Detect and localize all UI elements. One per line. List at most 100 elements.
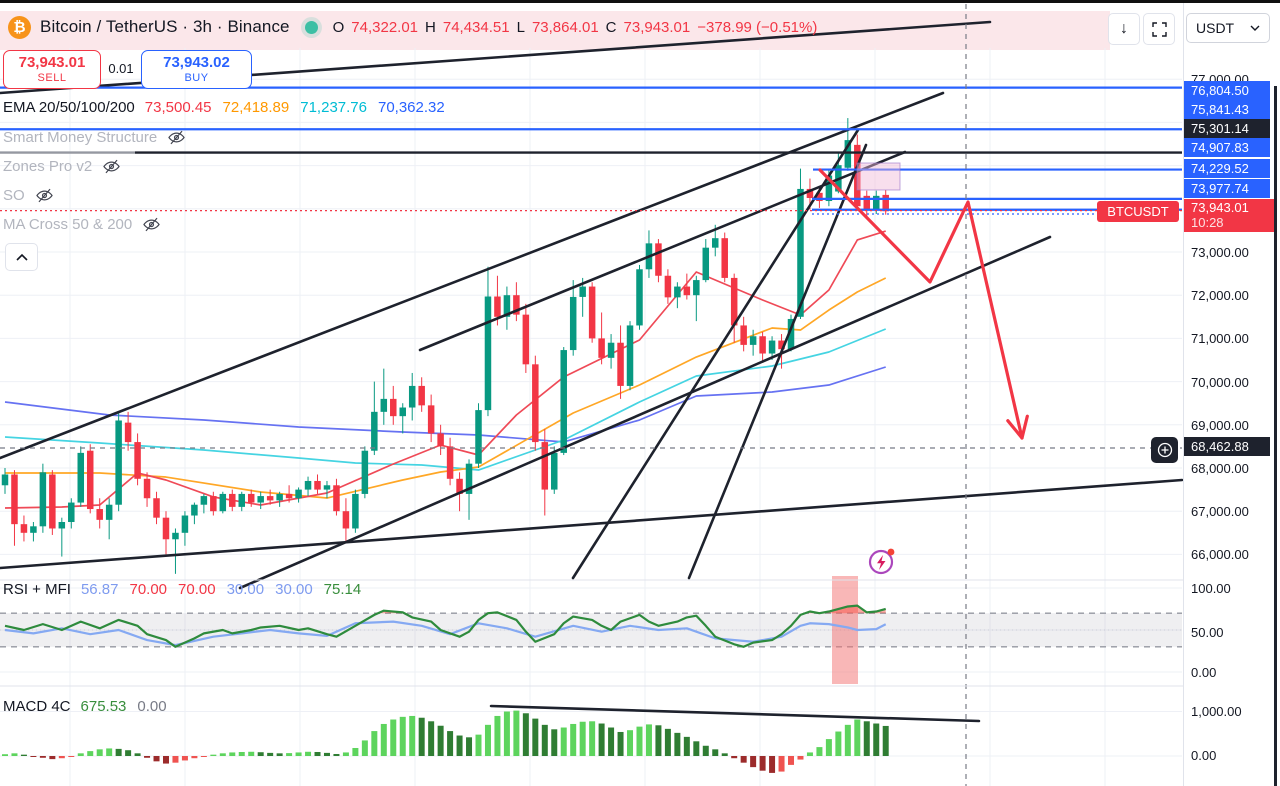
candle-body: [285, 493, 293, 499]
macd-bar: [238, 751, 245, 756]
macd-bar: [77, 753, 84, 756]
candle-body: [740, 325, 747, 345]
candle-body: [314, 480, 321, 490]
indicator-row-smart-money[interactable]: Smart Money Structure: [3, 128, 186, 147]
candle-body: [361, 450, 369, 494]
macd-bar: [361, 740, 368, 756]
macd-bar: [854, 719, 861, 756]
macd-bar: [702, 745, 709, 756]
sell-label: SELL: [37, 72, 67, 84]
macd-bar: [608, 727, 615, 756]
candle-body: [68, 502, 75, 522]
macd-bar: [305, 751, 312, 756]
macd-bar: [721, 753, 728, 756]
candle-body: [806, 188, 814, 198]
macd-bar: [712, 749, 719, 756]
macd-bar: [551, 729, 558, 756]
macd-bar: [494, 715, 501, 756]
sell-button[interactable]: 73,943.01 SELL: [3, 50, 101, 89]
supply-zone-box: [856, 162, 901, 191]
candle-body: [768, 340, 776, 354]
eye-off-icon[interactable]: [142, 215, 161, 234]
collapse-legend-button[interactable]: [5, 243, 38, 271]
candle-body: [844, 140, 852, 168]
macd-bar: [863, 721, 870, 756]
rsi-legend-row[interactable]: RSI + MFI 56.87 70.00 70.00 30.00 30.00 75.14: [3, 581, 361, 598]
currency-selector[interactable]: USDT: [1186, 13, 1270, 43]
candle-body: [323, 485, 331, 490]
candle-body: [863, 195, 871, 211]
candle-body: [238, 493, 245, 507]
macd-bar: [778, 756, 785, 772]
candle-body: [702, 247, 710, 281]
buy-button[interactable]: 73,943.02 BUY: [141, 50, 252, 89]
candle-body: [626, 325, 634, 386]
candle-body: [181, 515, 189, 533]
macd-bar: [456, 735, 463, 756]
candle-body: [247, 493, 255, 503]
candle-body: [588, 286, 596, 339]
symbol-title[interactable]: Bitcoin / TetherUS · 3h · Binance: [40, 17, 290, 36]
ema-legend-row[interactable]: EMA 20/50/100/200 73,500.45 72,418.89 71,2…: [3, 99, 445, 116]
price-level-badge: 74,229.52: [1184, 158, 1270, 178]
candle-body: [797, 188, 804, 317]
rsi-legend-values: 56.87 70.00 70.00 30.00 30.00 75.14: [81, 581, 361, 598]
candle-body: [96, 509, 103, 520]
macd-bar: [68, 756, 75, 757]
rsi-value: 30.00: [275, 581, 313, 598]
macd-bar: [560, 727, 567, 756]
high-label: H: [425, 18, 436, 36]
candle-body: [446, 446, 454, 479]
candle-body: [399, 407, 406, 417]
macd-legend-row[interactable]: MACD 4C 675.53 0.00: [3, 698, 167, 715]
add-alert-plus-button[interactable]: [1151, 437, 1178, 463]
indicator-row-zones-pro[interactable]: Zones Pro v2: [3, 157, 121, 176]
high-value: 74,434.51: [442, 18, 510, 36]
candle-body: [380, 398, 388, 412]
close-value: 73,943.01: [623, 18, 691, 36]
candle-body: [86, 450, 94, 510]
candle-body: [882, 194, 889, 212]
macd-bar: [693, 741, 700, 756]
rsi-overbought-fill: [819, 605, 886, 614]
macd-bar: [409, 715, 416, 756]
candle-body: [664, 275, 672, 298]
macd-bar: [39, 756, 46, 758]
macd-bar: [87, 751, 94, 756]
macd-bar: [589, 721, 596, 756]
candle-body: [494, 296, 501, 317]
crosshair-price-badge: 68,462.88: [1184, 437, 1270, 456]
price-level-badge: 75,841.43: [1184, 100, 1270, 119]
eye-off-icon[interactable]: [167, 128, 186, 147]
instant-trade-lightning-button[interactable]: [867, 546, 897, 576]
ema200-line: [4, 366, 886, 443]
candle-body: [257, 496, 264, 503]
eye-off-icon[interactable]: [35, 186, 54, 205]
rsi-axis-label: 50.00: [1191, 625, 1224, 640]
macd-bar: [162, 756, 169, 764]
fullscreen-button[interactable]: [1143, 13, 1175, 45]
price-axis[interactable]: 77,000.00 73,000.00 72,000.00 71,000.00 70,0…: [1183, 0, 1280, 786]
macd-bar: [797, 756, 804, 760]
candle-body: [191, 504, 198, 516]
indicator-row-so[interactable]: SO: [3, 186, 54, 205]
scroll-to-recent-button[interactable]: ↓: [1108, 13, 1140, 45]
macd-bar: [598, 723, 605, 756]
rsi-value: 75.14: [323, 581, 362, 598]
candle-body: [532, 364, 539, 443]
candle-body: [153, 498, 160, 518]
macd-bar: [58, 756, 65, 759]
symbol-header: ₿ Bitcoin / TetherUS · 3h · Binance O 74,…: [8, 14, 817, 40]
candle-body: [730, 277, 738, 326]
window-right-edge: [1274, 86, 1277, 786]
macd-bar: [513, 710, 520, 756]
ema50-line: [5, 277, 887, 499]
macd-bar: [484, 724, 491, 756]
mfi-line: [4, 620, 887, 647]
macd-bar: [276, 753, 283, 756]
indicator-row-ma-cross[interactable]: MA Cross 50 & 200: [3, 215, 161, 234]
macd-bar: [106, 748, 113, 756]
eye-off-icon[interactable]: [102, 157, 121, 176]
macd-bar: [825, 739, 832, 756]
